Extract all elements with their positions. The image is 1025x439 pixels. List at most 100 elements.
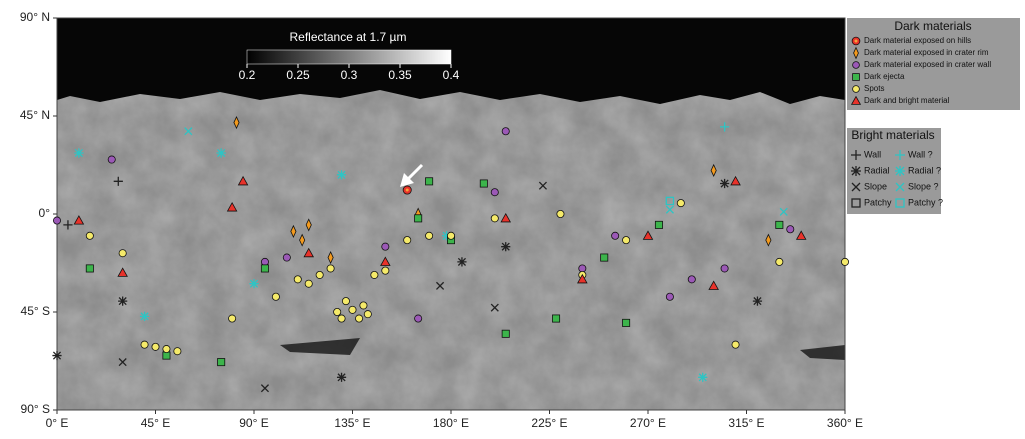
legend-label: Dark material exposed in crater wall (864, 60, 991, 69)
figure: Reflectance at 1.7 µm 0.20.250.30.350.4 … (0, 0, 1025, 434)
marker (294, 276, 301, 283)
legend-label: Slope ? (908, 181, 939, 191)
legend-symbol (895, 166, 905, 176)
marker (557, 210, 564, 217)
colorbar-tick-label: 0.3 (341, 68, 358, 82)
marker (272, 293, 279, 300)
marker (491, 215, 498, 222)
marker (698, 373, 707, 382)
colorbar-tick-label: 0.25 (286, 68, 310, 82)
marker (86, 232, 93, 239)
marker (426, 178, 433, 185)
marker (841, 258, 848, 265)
x-tick-label: 90° E (239, 416, 268, 430)
marker (74, 148, 83, 157)
y-tick-label: 90° S (21, 402, 50, 416)
legend-label: Dark and bright material (864, 96, 950, 105)
colorbar-title: Reflectance at 1.7 µm (290, 30, 407, 44)
marker (382, 243, 389, 250)
legend-symbol (853, 86, 860, 93)
marker (502, 128, 509, 135)
marker (349, 306, 356, 313)
marker (623, 237, 630, 244)
y-tick-label: 90° N (20, 10, 50, 24)
marker (688, 276, 695, 283)
marker (579, 265, 586, 272)
colorbar-tick-label: 0.2 (239, 68, 256, 82)
legend-symbol (853, 74, 860, 81)
marker (382, 267, 389, 274)
x-tick-label: 180° E (433, 416, 469, 430)
colorbar-tick-label: 0.35 (388, 68, 412, 82)
marker (501, 242, 510, 251)
marker (334, 308, 341, 315)
marker (342, 298, 349, 305)
marker (337, 373, 346, 382)
marker-dot (406, 189, 409, 192)
marker (426, 232, 433, 239)
marker (601, 254, 608, 261)
marker (305, 280, 312, 287)
legend-label: Wall (864, 149, 881, 159)
marker (163, 352, 170, 359)
legend-label: Dark material exposed in crater rim (864, 48, 989, 57)
marker (360, 302, 367, 309)
legend-label: Patchy (864, 197, 892, 207)
marker (140, 312, 149, 321)
marker (447, 232, 454, 239)
x-tick-label: 315° E (728, 416, 764, 430)
marker (415, 315, 422, 322)
legend-label: Radial ? (908, 165, 941, 175)
marker (552, 315, 559, 322)
marker (141, 341, 148, 348)
marker (364, 311, 371, 318)
marker (480, 180, 487, 187)
marker (776, 258, 783, 265)
x-tick-label: 270° E (630, 416, 666, 430)
marker (371, 271, 378, 278)
marker (338, 315, 345, 322)
legend-label: Slope (864, 181, 887, 191)
marker (655, 221, 662, 228)
legend-symbol (851, 166, 861, 176)
x-tick-label: 45° E (141, 416, 170, 430)
marker (732, 341, 739, 348)
marker (108, 156, 115, 163)
x-tick-label: 135° E (334, 416, 370, 430)
marker (261, 258, 268, 265)
marker (415, 215, 422, 222)
marker (337, 170, 346, 179)
marker (152, 343, 159, 350)
marker (217, 148, 226, 157)
marker (327, 265, 334, 272)
marker (612, 232, 619, 239)
legend-label: Dark ejecta (864, 72, 905, 81)
marker (229, 315, 236, 322)
colorbar-tick-label: 0.4 (443, 68, 460, 82)
marker (119, 250, 126, 257)
legend-title: Bright materials (851, 128, 934, 142)
marker (283, 254, 290, 261)
marker (720, 179, 729, 188)
marker (666, 293, 673, 300)
marker (677, 200, 684, 207)
marker (502, 330, 509, 337)
marker (776, 221, 783, 228)
marker (316, 271, 323, 278)
marker (721, 265, 728, 272)
marker (457, 257, 466, 266)
y-tick-label: 45° N (20, 108, 50, 122)
legend-label: Dark material exposed on hills (864, 36, 971, 45)
marker (404, 237, 411, 244)
marker-dot (855, 40, 858, 43)
marker (261, 265, 268, 272)
x-tick-label: 0° E (46, 416, 69, 430)
marker (118, 297, 127, 306)
legend-symbol (853, 62, 860, 69)
marker (249, 279, 258, 288)
legend-label: Wall ? (908, 149, 933, 159)
colorbar-scale (247, 50, 451, 64)
legend-label: Patchy ? (908, 197, 943, 207)
y-tick-label: 45° S (21, 304, 50, 318)
x-tick-label: 360° E (827, 416, 863, 430)
